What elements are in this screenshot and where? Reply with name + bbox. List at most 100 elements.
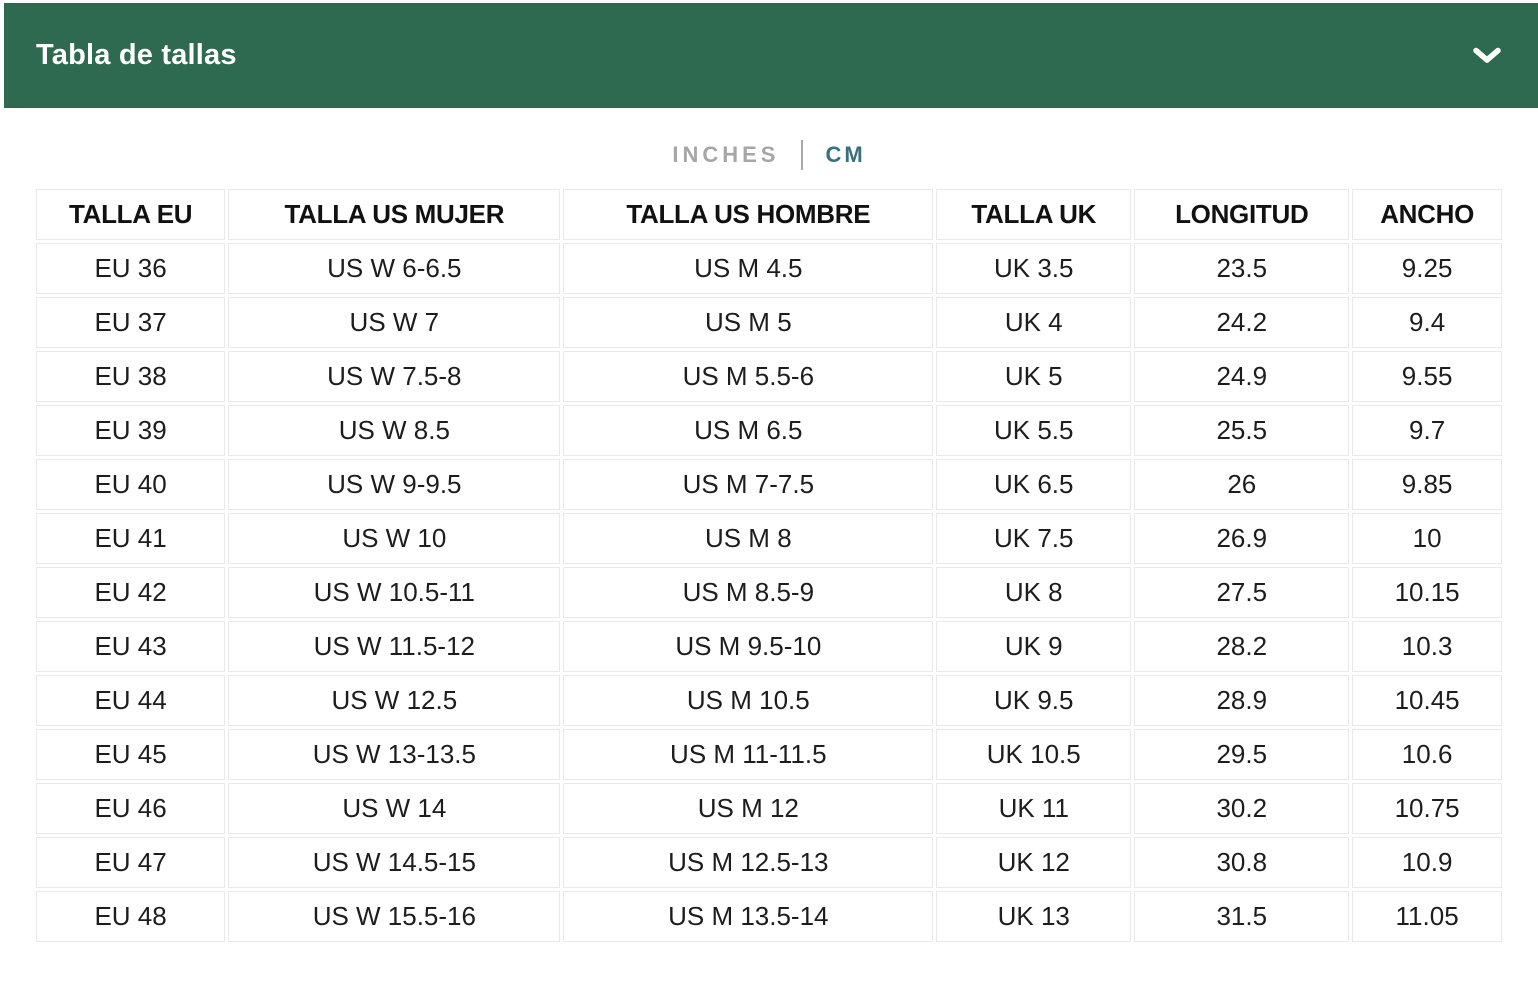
size-cell: EU 45: [36, 729, 226, 780]
size-cell: UK 12: [936, 837, 1132, 888]
size-cell: EU 47: [36, 837, 226, 888]
size-cell: US M 4.5: [563, 243, 934, 294]
size-cell: US W 7: [228, 297, 561, 348]
size-cell: EU 46: [36, 783, 226, 834]
table-row: EU 37 US W 7 US M 5 UK 4 24.2 9.4: [36, 297, 1502, 348]
table-row: EU 39 US W 8.5 US M 6.5 UK 5.5 25.5 9.7: [36, 405, 1502, 456]
size-cell: 10.15: [1352, 567, 1502, 618]
size-cell: US M 5.5-6: [563, 351, 934, 402]
size-cell: 10.3: [1352, 621, 1502, 672]
size-cell: EU 36: [36, 243, 226, 294]
size-cell: US M 7-7.5: [563, 459, 934, 510]
size-cell: 10: [1352, 513, 1502, 564]
size-cell: 31.5: [1134, 891, 1350, 942]
size-cell: UK 9: [936, 621, 1132, 672]
table-row: EU 42 US W 10.5-11 US M 8.5-9 UK 8 27.5 10.15: [36, 567, 1502, 618]
size-table: TALLA EU TALLA US MUJER TALLA US HOMBRE TAL…: [33, 186, 1505, 945]
table-row: EU 38 US W 7.5-8 US M 5.5-6 UK 5 24.9 9.55: [36, 351, 1502, 402]
size-cell: 26: [1134, 459, 1350, 510]
size-chart-collapsible-header[interactable]: Tabla de tallas: [4, 3, 1538, 108]
size-cell: US M 12: [563, 783, 934, 834]
size-cell: 25.5: [1134, 405, 1350, 456]
size-cell: UK 13: [936, 891, 1132, 942]
size-table-body: EU 36 US W 6-6.5 US M 4.5 UK 3.5 23.5 9.25 EU …: [36, 243, 1502, 942]
table-row: EU 40 US W 9-9.5 US M 7-7.5 UK 6.5 26 9.85: [36, 459, 1502, 510]
size-cell: EU 43: [36, 621, 226, 672]
size-cell: EU 38: [36, 351, 226, 402]
size-cell: UK 10.5: [936, 729, 1132, 780]
size-cell: EU 42: [36, 567, 226, 618]
size-cell: US M 11-11.5: [563, 729, 934, 780]
size-cell: EU 48: [36, 891, 226, 942]
table-row: EU 43 US W 11.5-12 US M 9.5-10 UK 9 28.2 10.3: [36, 621, 1502, 672]
table-row: EU 47 US W 14.5-15 US M 12.5-13 UK 12 30.8 10…: [36, 837, 1502, 888]
size-cell: UK 5.5: [936, 405, 1132, 456]
size-cell: EU 41: [36, 513, 226, 564]
panel-title: Tabla de tallas: [36, 39, 237, 71]
size-cell: UK 6.5: [936, 459, 1132, 510]
size-cell: US W 15.5-16: [228, 891, 561, 942]
size-cell: EU 39: [36, 405, 226, 456]
size-cell: 11.05: [1352, 891, 1502, 942]
size-cell: US W 7.5-8: [228, 351, 561, 402]
size-cell: US W 10: [228, 513, 561, 564]
size-cell: US M 5: [563, 297, 934, 348]
unit-option-cm[interactable]: CM: [825, 142, 866, 167]
column-header: ANCHO: [1352, 189, 1502, 240]
size-cell: US W 10.5-11: [228, 567, 561, 618]
size-cell: UK 9.5: [936, 675, 1132, 726]
size-cell: EU 44: [36, 675, 226, 726]
size-cell: 28.2: [1134, 621, 1350, 672]
size-cell: US M 9.5-10: [563, 621, 934, 672]
size-cell: 29.5: [1134, 729, 1350, 780]
table-row: EU 41 US W 10 US M 8 UK 7.5 26.9 10: [36, 513, 1502, 564]
table-row: EU 36 US W 6-6.5 US M 4.5 UK 3.5 23.5 9.25: [36, 243, 1502, 294]
size-cell: US W 13-13.5: [228, 729, 561, 780]
size-cell: 28.9: [1134, 675, 1350, 726]
size-cell: 10.45: [1352, 675, 1502, 726]
size-cell: 10.6: [1352, 729, 1502, 780]
size-cell: 23.5: [1134, 243, 1350, 294]
size-cell: US W 11.5-12: [228, 621, 561, 672]
unit-option-inches[interactable]: INCHES: [672, 142, 780, 167]
size-cell: US M 8.5-9: [563, 567, 934, 618]
column-header: TALLA UK: [936, 189, 1132, 240]
size-cell: 9.85: [1352, 459, 1502, 510]
size-cell: 9.55: [1352, 351, 1502, 402]
size-cell: US W 12.5: [228, 675, 561, 726]
table-row: EU 45 US W 13-13.5 US M 11-11.5 UK 10.5 29.5…: [36, 729, 1502, 780]
size-cell: UK 3.5: [936, 243, 1132, 294]
size-cell: 10.9: [1352, 837, 1502, 888]
size-cell: US W 9-9.5: [228, 459, 561, 510]
size-cell: US M 13.5-14: [563, 891, 934, 942]
size-cell: UK 11: [936, 783, 1132, 834]
table-row: EU 48 US W 15.5-16 US M 13.5-14 UK 13 31.5 11…: [36, 891, 1502, 942]
size-cell: 24.9: [1134, 351, 1350, 402]
chevron-down-icon[interactable]: [1468, 43, 1506, 69]
column-header: TALLA US HOMBRE: [563, 189, 934, 240]
size-cell: 27.5: [1134, 567, 1350, 618]
size-cell: EU 40: [36, 459, 226, 510]
size-cell: 30.2: [1134, 783, 1350, 834]
size-cell: 9.25: [1352, 243, 1502, 294]
size-cell: US W 14: [228, 783, 561, 834]
table-row: EU 46 US W 14 US M 12 UK 11 30.2 10.75: [36, 783, 1502, 834]
size-cell: 9.4: [1352, 297, 1502, 348]
size-cell: UK 7.5: [936, 513, 1132, 564]
table-row: EU 44 US W 12.5 US M 10.5 UK 9.5 28.9 10.45: [36, 675, 1502, 726]
unit-toggle-divider: [801, 140, 804, 170]
size-cell: 30.8: [1134, 837, 1350, 888]
size-cell: US M 10.5: [563, 675, 934, 726]
size-cell: UK 8: [936, 567, 1132, 618]
size-cell: EU 37: [36, 297, 226, 348]
size-table-header-row: TALLA EU TALLA US MUJER TALLA US HOMBRE TAL…: [36, 189, 1502, 240]
unit-toggle: INCHES CM: [0, 138, 1538, 172]
size-cell: 26.9: [1134, 513, 1350, 564]
size-cell: US W 14.5-15: [228, 837, 561, 888]
size-cell: UK 4: [936, 297, 1132, 348]
size-cell: US M 12.5-13: [563, 837, 934, 888]
size-cell: 9.7: [1352, 405, 1502, 456]
size-cell: US M 6.5: [563, 405, 934, 456]
size-cell: US W 6-6.5: [228, 243, 561, 294]
size-cell: US M 8: [563, 513, 934, 564]
